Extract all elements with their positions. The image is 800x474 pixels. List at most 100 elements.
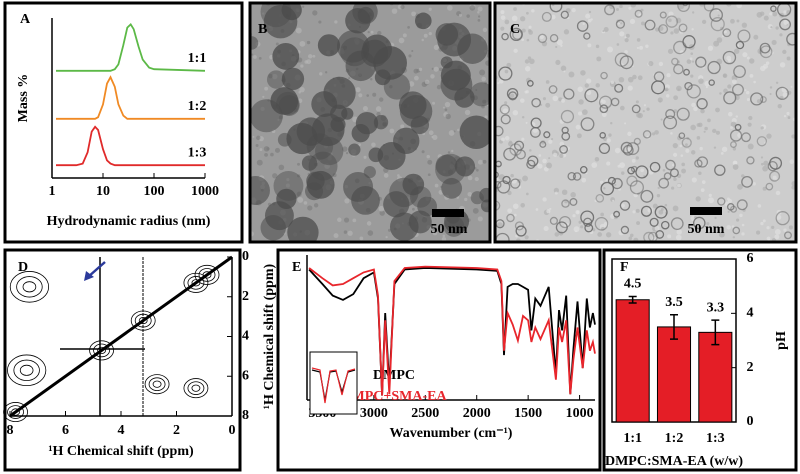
grain <box>520 16 526 22</box>
grain <box>686 59 692 64</box>
grain <box>451 149 454 153</box>
vesicle <box>696 98 708 110</box>
x-tick-label: 1000 <box>566 406 594 421</box>
grain <box>274 147 280 153</box>
grain <box>779 33 783 37</box>
grain <box>732 164 739 170</box>
vesicle <box>769 170 781 182</box>
contour <box>11 408 20 416</box>
vesicle <box>567 171 576 181</box>
grain <box>648 61 654 67</box>
contour <box>19 364 34 376</box>
grain <box>757 204 762 208</box>
grain <box>675 234 682 241</box>
particle <box>250 36 259 50</box>
panel-letter: E <box>292 260 301 275</box>
grain <box>732 147 737 151</box>
vesicle <box>496 180 511 194</box>
grain <box>642 110 645 113</box>
x-tick-label: 100 <box>144 184 165 199</box>
x-tick-label: 10 <box>96 184 110 199</box>
particle <box>272 43 300 70</box>
grain <box>756 99 762 104</box>
grain <box>763 160 769 166</box>
grain <box>689 57 693 61</box>
grain <box>713 40 720 47</box>
grain <box>739 213 743 218</box>
grain <box>563 29 570 35</box>
grain <box>526 38 530 42</box>
grain <box>312 54 316 58</box>
grain <box>522 175 528 182</box>
grain <box>728 111 733 117</box>
grain <box>469 5 476 11</box>
grain <box>379 97 384 102</box>
grain <box>783 10 787 14</box>
vesicle <box>767 160 778 172</box>
vesicle <box>604 4 615 16</box>
grain <box>513 7 517 11</box>
grain <box>270 152 274 157</box>
grain <box>779 62 786 68</box>
grain <box>762 63 768 69</box>
grain <box>424 79 430 85</box>
grain <box>637 75 643 81</box>
grain <box>741 22 748 28</box>
grain <box>760 156 764 159</box>
particle <box>317 34 341 57</box>
grain <box>553 152 558 157</box>
vesicle <box>717 197 726 206</box>
particle <box>351 186 380 215</box>
grain <box>720 151 724 155</box>
grain <box>582 109 588 115</box>
grain <box>366 94 370 97</box>
panel-letter: A <box>20 12 31 27</box>
grain <box>783 114 787 118</box>
contour <box>9 271 50 303</box>
vesicle <box>655 230 665 239</box>
grain <box>586 78 592 84</box>
grain <box>542 197 547 202</box>
contour <box>194 264 220 285</box>
vesicle <box>736 199 748 211</box>
grain <box>768 54 772 57</box>
vesicle <box>670 217 684 231</box>
panel-frame <box>3 1 244 244</box>
x-tick-label: 8 <box>7 423 14 438</box>
grain <box>719 92 722 95</box>
y-tick-label: 4 <box>242 329 249 344</box>
contour <box>134 313 152 328</box>
particle <box>250 176 270 205</box>
grain <box>790 85 793 88</box>
grain <box>771 39 777 46</box>
panel-frame <box>602 248 798 472</box>
grain <box>746 97 750 102</box>
grain <box>500 15 506 20</box>
grain <box>427 173 431 177</box>
grain <box>765 61 770 65</box>
vesicle <box>775 211 790 226</box>
panel-frame <box>276 248 602 472</box>
grain <box>312 10 318 16</box>
panel-frame <box>493 1 798 244</box>
vesicle <box>569 197 578 206</box>
y-tick-label: 2 <box>242 289 249 304</box>
grain <box>275 42 279 46</box>
grain <box>764 141 767 145</box>
x-axis-label: ¹H Chemical shift (ppm) <box>48 444 194 459</box>
grain <box>363 155 367 159</box>
grain <box>334 20 338 24</box>
grain <box>693 106 698 112</box>
grain <box>707 118 711 123</box>
grain <box>433 227 438 232</box>
series-line <box>56 75 205 120</box>
grain <box>428 31 432 36</box>
grain <box>383 173 389 178</box>
vesicle <box>726 203 735 211</box>
grain <box>252 55 257 59</box>
particle <box>357 6 374 24</box>
grain <box>769 92 772 96</box>
grain <box>657 186 660 190</box>
vesicle <box>750 92 764 106</box>
vesicle <box>600 71 608 80</box>
